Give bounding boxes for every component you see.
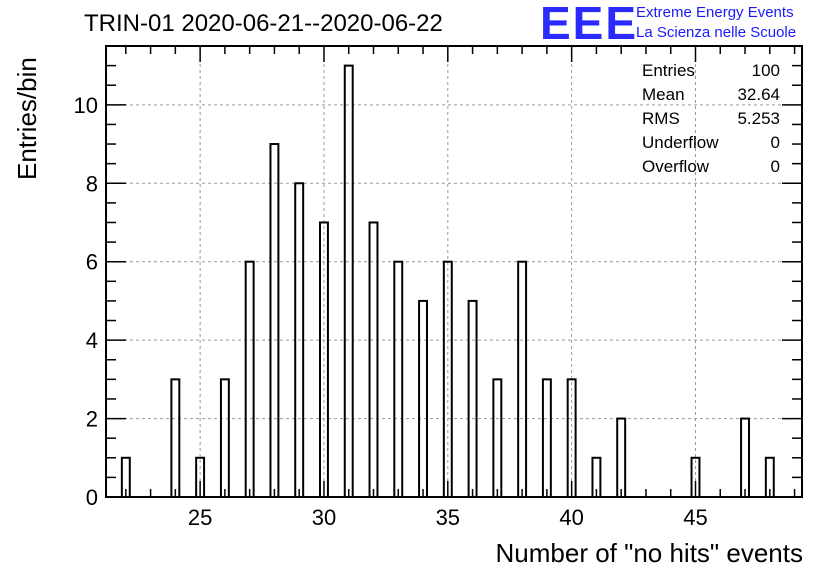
- y-tick-label: 10: [74, 93, 98, 118]
- x-tick-label: 40: [559, 505, 583, 530]
- y-tick-label: 4: [86, 328, 98, 353]
- logo-subtitle-line2: La Scienza nelle Scuole: [636, 24, 797, 41]
- stat-value: 32.64: [737, 85, 780, 104]
- tick-labels: 25 30 35 40 45 0 2 4 6 8 10: [74, 93, 708, 530]
- eee-logo-letters: EEE: [540, 0, 639, 49]
- y-tick-label: 6: [86, 250, 98, 275]
- histogram-bar: [368, 221, 379, 498]
- histogram-bar: [418, 299, 429, 499]
- histogram-bar: [467, 299, 478, 499]
- stat-row-rms: RMS 5.253: [642, 108, 780, 132]
- stat-row-entries: Entries 100: [642, 60, 780, 84]
- stat-value: 100: [751, 61, 780, 80]
- histogram-bar: [740, 417, 750, 498]
- stat-value: 0: [770, 157, 780, 176]
- histogram-bar: [219, 378, 230, 499]
- stat-row-underflow: Underflow 0: [642, 132, 780, 156]
- stat-value: 5.253: [737, 109, 780, 128]
- stats-box: Entries 100 Mean 32.64 RMS 5.253 Underflow 0…: [642, 60, 780, 180]
- x-axis-label: Number of "no hits" events: [495, 538, 804, 568]
- logo-subtitle-line1: Extreme Energy Events: [636, 4, 794, 21]
- plot-frame: [105, 45, 803, 498]
- histogram-bar: [343, 64, 354, 498]
- histogram-bar: [616, 417, 627, 498]
- tick-marks: [106, 45, 802, 498]
- x-tick-label: 45: [683, 505, 707, 530]
- y-tick-label: 2: [86, 407, 98, 432]
- histogram-bar: [517, 260, 528, 498]
- y-tick-label: 0: [86, 485, 98, 510]
- stat-value: 0: [770, 133, 780, 152]
- stat-row-overflow: Overflow 0: [642, 156, 780, 180]
- histogram-bar: [541, 378, 552, 499]
- y-axis-label: Entries/bin: [12, 57, 42, 180]
- y-tick-label: 8: [86, 171, 98, 196]
- histogram-bar: [269, 143, 280, 498]
- histogram-bar: [170, 378, 181, 499]
- axes: [105, 45, 803, 498]
- x-tick-label: 35: [436, 505, 460, 530]
- stat-label: Overflow: [642, 157, 710, 176]
- histogram-bar: [244, 260, 255, 498]
- histogram-bar: [492, 378, 503, 499]
- stat-label: Mean: [642, 85, 685, 104]
- stat-label: Underflow: [642, 133, 719, 152]
- stat-label: RMS: [642, 109, 680, 128]
- grid-lines: [106, 46, 802, 497]
- histogram-bar: [393, 260, 404, 498]
- x-tick-label: 25: [188, 505, 212, 530]
- stat-row-mean: Mean 32.64: [642, 84, 780, 108]
- chart-title: TRIN-01 2020-06-21--2020-06-22: [84, 10, 443, 37]
- x-tick-label: 30: [312, 505, 336, 530]
- stat-label: Entries: [642, 61, 695, 80]
